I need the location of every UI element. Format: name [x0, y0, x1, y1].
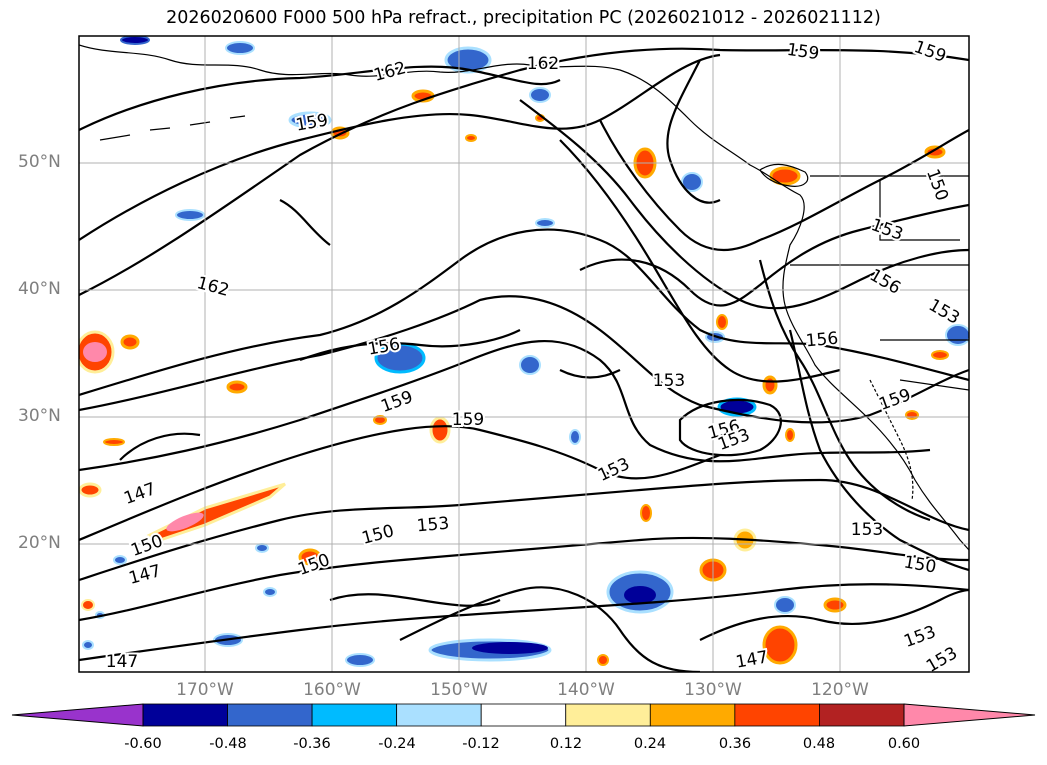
- contour-label: 159: [786, 40, 821, 64]
- colorbar-tick-label: -0.24: [378, 736, 416, 752]
- contour-label: 156: [805, 329, 839, 352]
- graticule: [79, 36, 969, 672]
- contour-label: 153: [416, 514, 450, 537]
- refractivity-contours: [79, 47, 969, 672]
- contour-label: 159: [452, 410, 484, 430]
- colorbar-cell: [142, 703, 228, 727]
- colorbar-tick-label: 0.36: [718, 736, 752, 752]
- colorbar-cell: [227, 703, 313, 727]
- colorbar-tick-label: 0.12: [549, 736, 583, 752]
- contour-label: 150: [128, 531, 165, 561]
- colorbar-tick-label: 0.48: [802, 736, 836, 752]
- colorbar-tick-label: 0.24: [633, 736, 667, 752]
- contour-label: 147: [106, 652, 138, 672]
- contour-label: 147: [121, 479, 158, 509]
- contour-label: 156: [866, 265, 904, 299]
- colorbar-cell: [734, 703, 820, 727]
- colorbar-cell: [819, 703, 905, 727]
- colorbar-tick-label: 0.60: [887, 736, 921, 752]
- contour-label: 153: [653, 371, 685, 391]
- contour-label: 159: [911, 37, 948, 67]
- lon-label-150w: 150°W: [430, 680, 488, 700]
- colorbar-tick-label: -0.36: [293, 736, 331, 752]
- lon-label-140w: 140°W: [557, 680, 615, 700]
- colorbar-tick-label: -0.60: [124, 736, 162, 752]
- colorbar: [11, 703, 1036, 727]
- contour-label: 153: [595, 454, 633, 486]
- contour-label: 159: [294, 110, 329, 135]
- contour-label: 153: [925, 295, 963, 329]
- colorbar-tick-label: -0.12: [462, 736, 500, 752]
- contour-label: 159: [876, 385, 913, 415]
- colorbar-min-extension: [11, 703, 144, 727]
- lon-label-120w: 120°W: [811, 680, 869, 700]
- colorbar-cell: [649, 703, 736, 727]
- precip-shading: [79, 36, 969, 667]
- lat-label-50n: 50°N: [18, 152, 61, 172]
- coastlines: [79, 44, 969, 551]
- contour-label: 162: [195, 273, 232, 301]
- lat-label-30n: 30°N: [18, 406, 61, 426]
- contour-label: 147: [734, 647, 769, 672]
- contour-label: 153: [901, 622, 938, 652]
- contour-label: 162: [527, 54, 559, 74]
- lat-label-40n: 40°N: [18, 279, 61, 299]
- contour-label: 147: [127, 561, 164, 589]
- contour-label: 162: [372, 58, 409, 86]
- lon-label-130w: 130°W: [684, 680, 742, 700]
- map-title: 2026020600 F000 500 hPa refract., precip…: [166, 8, 881, 28]
- colorbar-cell: [480, 703, 567, 727]
- colorbar-cell: [396, 703, 482, 727]
- contour-label: 150: [922, 166, 952, 203]
- colorbar-cell: [565, 703, 651, 727]
- colorbar-max-extension: [903, 703, 1036, 727]
- contour-label: 153: [851, 520, 883, 540]
- contour-label: 150: [360, 521, 397, 549]
- colorbar-tick-label: -0.48: [209, 736, 247, 752]
- lon-label-160w: 160°W: [303, 680, 361, 700]
- lon-label-170w: 170°W: [176, 680, 234, 700]
- map-frame: [78, 35, 970, 673]
- contour-label: 150: [902, 552, 937, 577]
- colorbar-cell: [311, 703, 398, 727]
- lat-label-20n: 20°N: [18, 533, 61, 553]
